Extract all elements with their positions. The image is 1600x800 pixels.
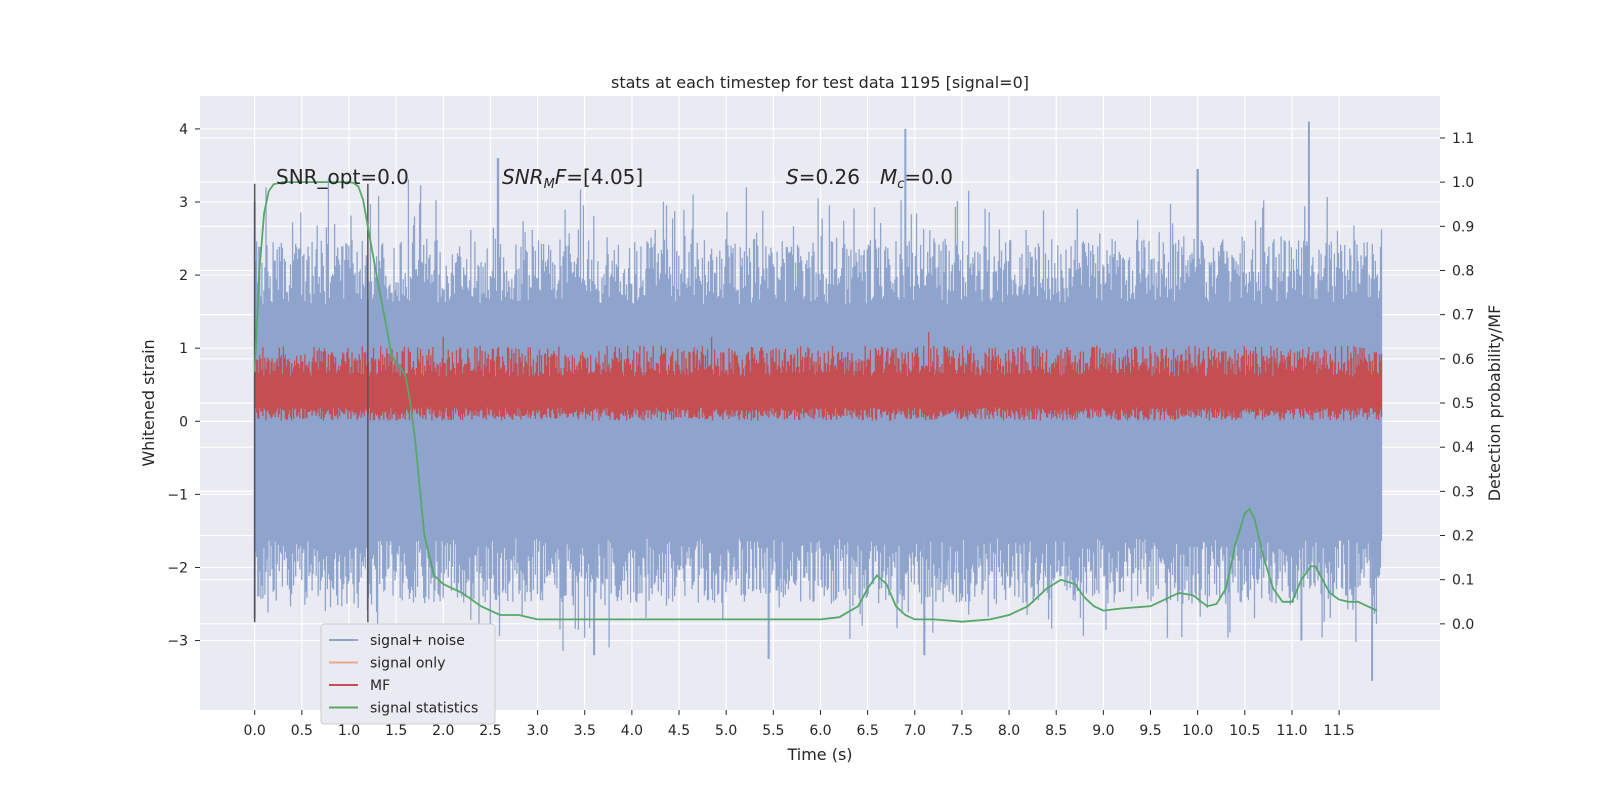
y-right-tick-label: 0.6 — [1452, 352, 1474, 368]
y-right-tick-label: 0.3 — [1452, 484, 1474, 500]
y-right-tick-label: 0.7 — [1452, 308, 1474, 324]
signal-statistics-line — [253, 181, 1378, 623]
x-tick-label: 7.0 — [904, 723, 926, 739]
y-tick-label: 1 — [179, 341, 188, 357]
y-tick-label: 4 — [179, 122, 188, 138]
y-tick-label: 0 — [179, 414, 188, 430]
x-axis-ticks: 0.0 0.5 1.0 1.5 2.0 2.5 3.0 3.5 4.0 4.5 5.0 5.5 6.0 6… — [244, 710, 1355, 739]
chart-title: stats at each timestep for test data 119… — [611, 73, 1029, 92]
y-right-tick-label: 0.8 — [1452, 263, 1474, 279]
y-tick-label: −1 — [167, 487, 188, 503]
x-tick-label: 8.5 — [1045, 723, 1067, 739]
y-axis-right-ticks: 1.1 1.0 0.9 0.8 0.7 0.6 0.5 0.4 0.3 0.2 0.1 0.0 — [1440, 131, 1474, 633]
x-axis-label: Time (s) — [786, 745, 852, 764]
x-tick-label: 0.5 — [291, 723, 313, 739]
y-axis-left-ticks: 4 3 2 1 0 −1 −2 −3 — [167, 122, 200, 650]
legend-label: signal+ noise — [370, 633, 465, 649]
x-tick-label: 3.0 — [526, 723, 548, 739]
x-tick-label: 5.5 — [762, 723, 784, 739]
x-tick-label: 9.5 — [1139, 723, 1161, 739]
y-right-tick-label: 0.1 — [1452, 573, 1474, 589]
x-tick-label: 6.0 — [809, 723, 831, 739]
x-tick-label: 10.0 — [1182, 723, 1213, 739]
annotation-snr-mf: SNRMF=[4.05] — [502, 165, 643, 192]
x-tick-label: 2.5 — [479, 723, 501, 739]
y-right-tick-label: 0.2 — [1452, 529, 1474, 545]
x-tick-label: 11.0 — [1276, 723, 1307, 739]
y-tick-label: 2 — [179, 268, 188, 284]
annotation-mc: Mc=0.0 — [880, 165, 953, 192]
x-tick-label: 7.5 — [951, 723, 973, 739]
x-tick-label: 2.0 — [432, 723, 454, 739]
legend-box — [320, 623, 496, 725]
x-tick-label: 4.0 — [621, 723, 643, 739]
y-tick-label: −3 — [167, 634, 188, 650]
y-right-tick-label: 0.9 — [1452, 219, 1474, 235]
x-tick-label: 1.5 — [385, 723, 407, 739]
legend: signal+ noise signal only MF signal statist… — [320, 623, 496, 725]
x-tick-label: 6.5 — [856, 723, 878, 739]
x-tick-label: 8.0 — [998, 723, 1020, 739]
signal-statistics-series — [253, 181, 1378, 623]
annotation-s: S=0.26 — [786, 165, 860, 189]
y-right-tick-label: 1.1 — [1452, 131, 1474, 147]
x-tick-label: 5.0 — [715, 723, 737, 739]
y-tick-label: −2 — [167, 560, 188, 576]
y-right-tick-label: 0.0 — [1452, 617, 1474, 633]
y-axis-right-label: Detection probability/MF — [1485, 305, 1504, 502]
x-tick-label: 3.5 — [574, 723, 596, 739]
x-tick-label: 4.5 — [668, 723, 690, 739]
y-right-tick-label: 0.4 — [1452, 440, 1474, 456]
window-markers — [253, 183, 369, 623]
y-right-tick-label: 1.0 — [1452, 175, 1474, 191]
y-tick-label: 3 — [179, 195, 188, 211]
y-axis-label: Whitened strain — [139, 339, 158, 466]
x-tick-label: 1.0 — [338, 723, 360, 739]
legend-label: MF — [370, 678, 390, 694]
x-tick-label: 9.0 — [1092, 723, 1114, 739]
annotation-snr-opt: SNR_opt=0.0 — [276, 165, 409, 189]
legend-label: signal only — [370, 656, 445, 672]
x-tick-label: 10.5 — [1229, 723, 1260, 739]
y-right-tick-label: 0.5 — [1452, 396, 1474, 412]
legend-label: signal statistics — [370, 701, 478, 717]
x-tick-label: 11.5 — [1324, 723, 1355, 739]
x-tick-label: 0.0 — [244, 723, 266, 739]
